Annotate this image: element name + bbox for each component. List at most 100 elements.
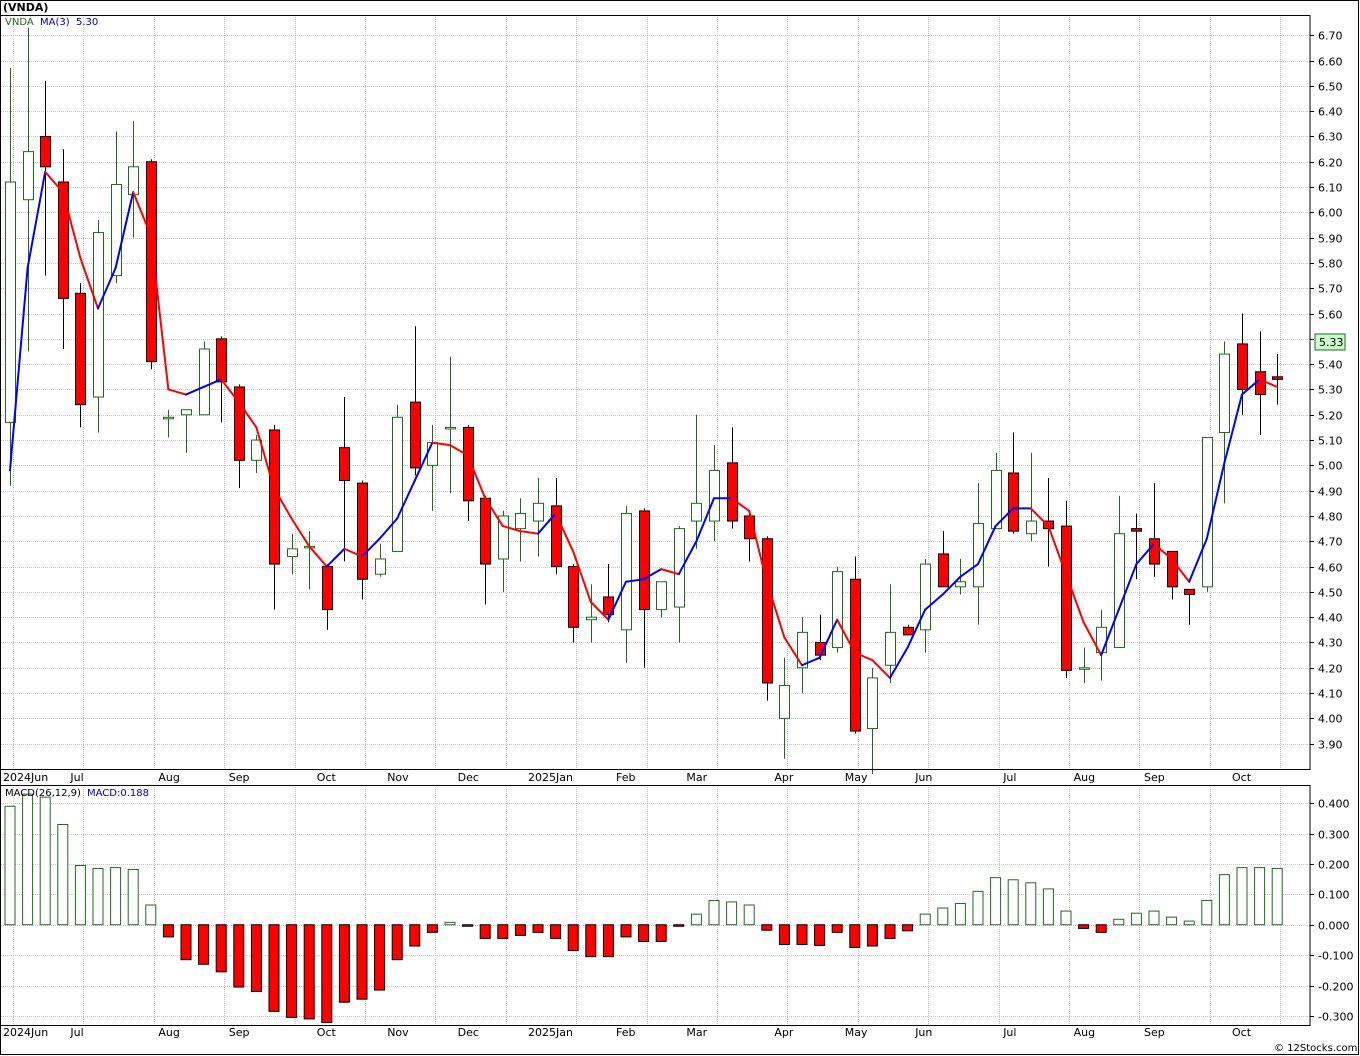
macd-bar <box>690 913 702 926</box>
candle-body <box>533 502 544 522</box>
ma-segment <box>361 537 381 558</box>
ma-segment <box>519 530 539 535</box>
macd-bar <box>444 921 456 926</box>
macd-bar <box>866 924 878 947</box>
ma-segment <box>132 191 152 237</box>
last-price-badge <box>1314 333 1346 351</box>
macd-bar <box>602 924 614 958</box>
macd-bar <box>1166 916 1178 926</box>
macd-bar <box>849 924 861 949</box>
candle-body <box>973 523 984 588</box>
price-tick-label: 6.00 <box>1318 207 1343 220</box>
ma-segment <box>185 385 205 396</box>
macd-x-axis-label: Sep <box>229 1026 250 1039</box>
macd-x-axis-label: 2024Jun <box>3 1026 48 1039</box>
macd-bar <box>620 924 632 938</box>
ma-segment <box>871 659 891 679</box>
macd-bar <box>92 868 104 926</box>
price-tick-label: 4.80 <box>1318 511 1343 524</box>
candle-body <box>93 232 104 398</box>
ma-segment <box>396 479 416 520</box>
x-axis-label: Sep <box>229 771 250 784</box>
candle-body <box>58 181 69 299</box>
x-axis-label: Jul <box>69 771 83 784</box>
macd-x-axis-label: 2025Jan <box>528 1026 573 1039</box>
candle-body <box>867 677 878 730</box>
candle-body <box>955 581 966 588</box>
ma-segment <box>220 378 240 404</box>
ma-segment <box>273 487 293 520</box>
ma-segment <box>1047 525 1067 576</box>
macd-bar <box>233 924 245 988</box>
legend-ma-value: 5.30 <box>76 17 98 28</box>
macd-x-axis-label: Sep <box>1144 1026 1165 1039</box>
macd-tick-label: -0.200 <box>1318 981 1353 994</box>
candle-body <box>1131 528 1142 532</box>
candle-body <box>920 563 931 631</box>
ma-segment <box>202 378 223 388</box>
ma-segment <box>572 550 592 604</box>
candle-body <box>568 566 579 628</box>
macd-x-axis-label: Nov <box>387 1026 409 1039</box>
macd-bar <box>462 924 474 927</box>
candle-body <box>991 469 1002 530</box>
candle-body <box>339 447 350 482</box>
candle-body <box>111 184 122 277</box>
candle-body <box>128 166 139 196</box>
candle-body <box>1272 376 1283 380</box>
macd-bar <box>39 796 51 926</box>
candle-body <box>1149 538 1160 565</box>
macd-tick-label: 0.000 <box>1318 920 1350 933</box>
legend-ma-name: MA(3) <box>40 17 70 28</box>
macd-tick-label: 0.300 <box>1318 829 1350 842</box>
macd-bar <box>1254 867 1266 926</box>
macd-x-axis-label: Apr <box>774 1026 794 1039</box>
ma-segment <box>607 580 627 621</box>
macd-bar <box>1025 882 1037 926</box>
ma-segment <box>677 540 698 576</box>
ma-segment <box>466 454 487 500</box>
ma-segment <box>308 545 328 568</box>
macd-gridlines <box>1 785 1310 1025</box>
price-panel-frame <box>0 15 1311 770</box>
ma-segment <box>1082 621 1103 657</box>
candle-body <box>445 426 456 430</box>
macd-bar <box>479 924 491 939</box>
candle-body <box>322 566 333 611</box>
ma-segment <box>801 656 821 667</box>
ma-segment <box>97 267 117 310</box>
candle-body <box>375 558 386 575</box>
price-tick-label: 4.50 <box>1318 587 1343 600</box>
candle-body <box>23 151 34 201</box>
macd-bar <box>215 924 227 973</box>
candle-body <box>199 348 210 416</box>
candle-body <box>287 548 298 557</box>
macd-bar <box>673 924 685 927</box>
candle-body <box>463 426 474 502</box>
ma-segment <box>906 608 927 649</box>
ma-segment <box>44 170 64 194</box>
macd-tick-label: -0.100 <box>1318 950 1353 963</box>
x-axis-label: Oct <box>317 771 337 784</box>
macd-bar <box>884 924 896 939</box>
candle-body <box>656 581 667 611</box>
macd-bar <box>1271 868 1283 926</box>
x-axis-label: Sep <box>1144 771 1165 784</box>
x-axis-label: Feb <box>616 771 635 784</box>
price-tick-label: 6.10 <box>1318 182 1343 195</box>
ma-segment <box>1258 378 1279 388</box>
price-tick-label: 5.80 <box>1318 258 1343 271</box>
legend-symbol: VNDA <box>5 17 34 28</box>
ma-segment <box>853 651 874 662</box>
x-axis-label: May <box>845 771 868 784</box>
macd-bar <box>990 877 1002 926</box>
candle-body <box>674 528 685 608</box>
candle-body <box>1255 371 1266 396</box>
macd-bar <box>726 901 738 926</box>
x-axis-label: Aug <box>158 771 179 784</box>
candle-body <box>1114 533 1125 649</box>
price-tick-label: 4.40 <box>1318 612 1343 625</box>
candle-body <box>1184 588 1195 595</box>
ma-segment <box>9 267 29 472</box>
